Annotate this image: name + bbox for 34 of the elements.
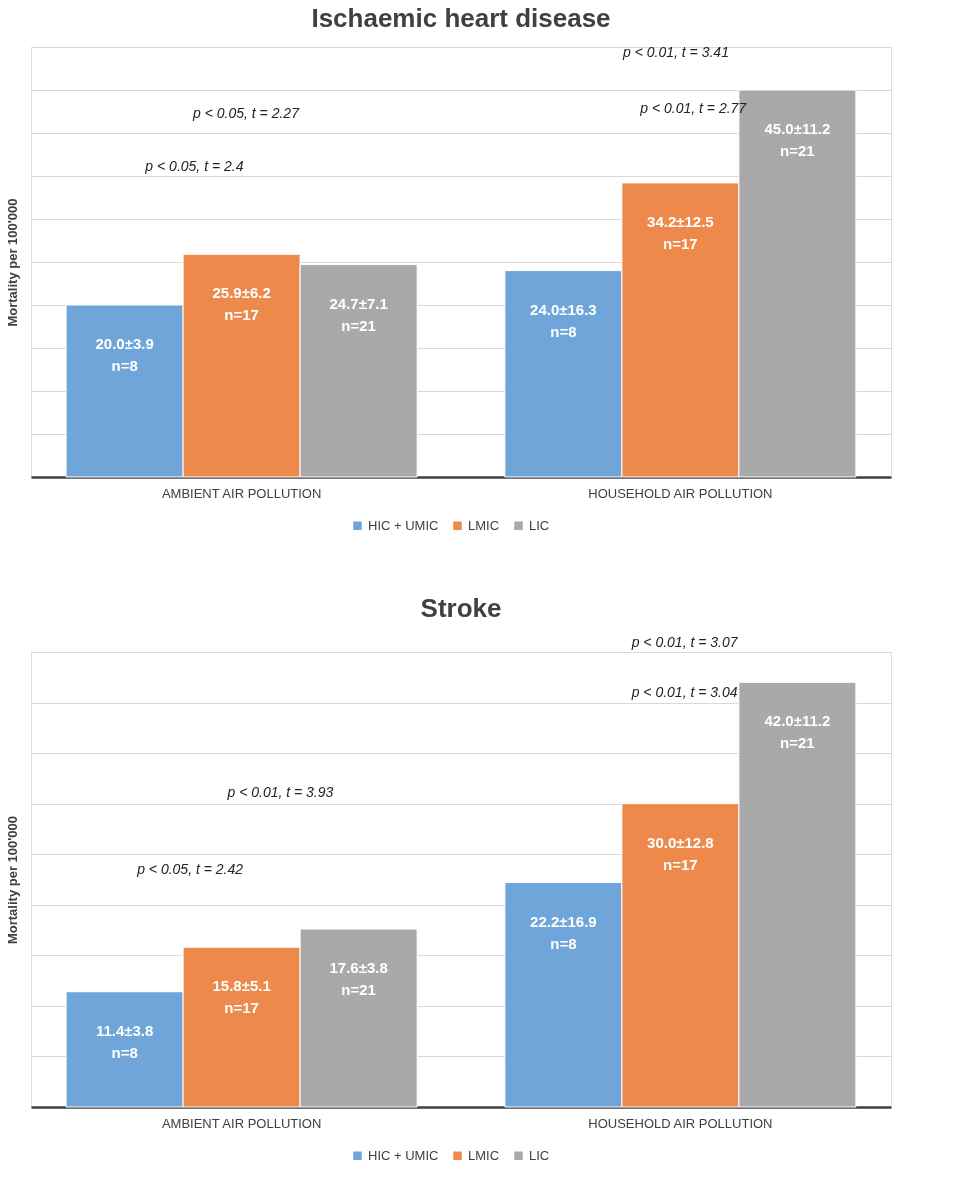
legend-label: HIC + UMIC xyxy=(368,1147,439,1163)
data-label: 24.0±16.3 n=8 xyxy=(530,300,597,340)
x-tick-label: AMBIENT AIR POLLUTION xyxy=(161,1115,322,1131)
chart-title: Ischaemic heart disease xyxy=(311,3,611,34)
data-label: 17.6±3.8 n=21 xyxy=(329,959,388,999)
text: p < 0.01, t = 3.07 xyxy=(630,633,739,650)
legend-label: LIC xyxy=(529,517,550,533)
data-label: 42.0±11.2 n=21 xyxy=(764,712,831,752)
annotation: p < 0.05, t = 2.4 xyxy=(144,158,244,175)
data-label: 34.2±12.5 n=17 xyxy=(647,212,714,252)
data-label: 45.0±11.2 n=21 xyxy=(764,120,831,159)
x-tick-label: AMBIENT AIR POLLUTION xyxy=(161,485,322,501)
annotation: p < 0.05, t = 2.27 xyxy=(192,105,301,122)
y-axis-title: Mortality per 100'000 xyxy=(4,815,20,945)
data-label: 11.4±3.8 n=8 xyxy=(95,1021,154,1061)
data-label: 25.9±6.2 n=17 xyxy=(212,284,271,324)
legend-label: LMIC xyxy=(468,517,500,533)
annotation: p < 0.01, t = 3.41 xyxy=(622,44,729,61)
legend-label: LIC xyxy=(529,1147,550,1163)
legend-label: LMIC xyxy=(468,1147,500,1163)
data-label: 24.7±7.1 n=21 xyxy=(329,294,388,334)
annotation: p < 0.01, t = 2.77 xyxy=(639,99,748,116)
y-axis-title: Mortality per 100'000 xyxy=(4,198,20,327)
annotation: p < 0.01, t = 3.04 xyxy=(630,683,738,700)
data-label: 30.0±12.8 n=17 xyxy=(647,833,714,873)
data-label: 15.8±5.1 n=17 xyxy=(212,977,271,1017)
annotation: p < 0.01, t = 3.93 xyxy=(226,784,334,801)
legend-label: HIC + UMIC xyxy=(368,517,439,533)
annotation: p < 0.05, t = 2.42 xyxy=(136,861,244,878)
x-tick-label: HOUSEHOLD AIR POLLUTION xyxy=(588,1115,773,1131)
data-label: 22.2±16.9 n=8 xyxy=(530,912,597,952)
data-label: 20.0±3.9 n=8 xyxy=(95,335,154,374)
chart-title: Stroke xyxy=(420,592,502,623)
x-tick-label: HOUSEHOLD AIR POLLUTION xyxy=(588,485,773,501)
